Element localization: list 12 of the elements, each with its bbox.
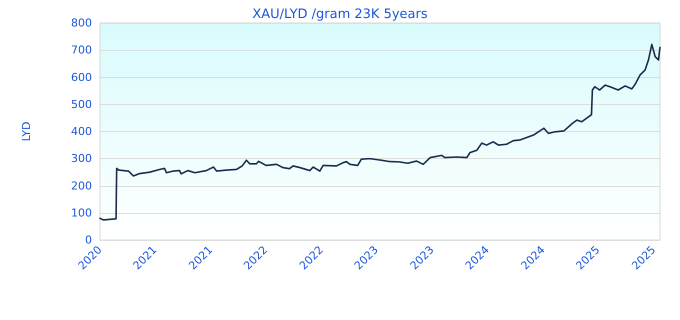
- chart-title: XAU/LYD /gram 23K 5years: [252, 7, 428, 22]
- y-axis-title: LYD: [20, 122, 33, 142]
- y-tick-label: 500: [71, 98, 92, 111]
- y-tick-label: 100: [71, 206, 92, 220]
- y-tick-label: 0: [85, 234, 92, 246]
- y-tick-label: 700: [71, 44, 92, 57]
- y-tick-label: 400: [71, 125, 92, 138]
- y-tick-label: 200: [71, 179, 92, 192]
- y-tick-label: 800: [71, 16, 92, 30]
- y-tick-label: 600: [71, 70, 92, 84]
- line-series: [99, 44, 661, 221]
- y-tick-label: 300: [71, 152, 92, 166]
